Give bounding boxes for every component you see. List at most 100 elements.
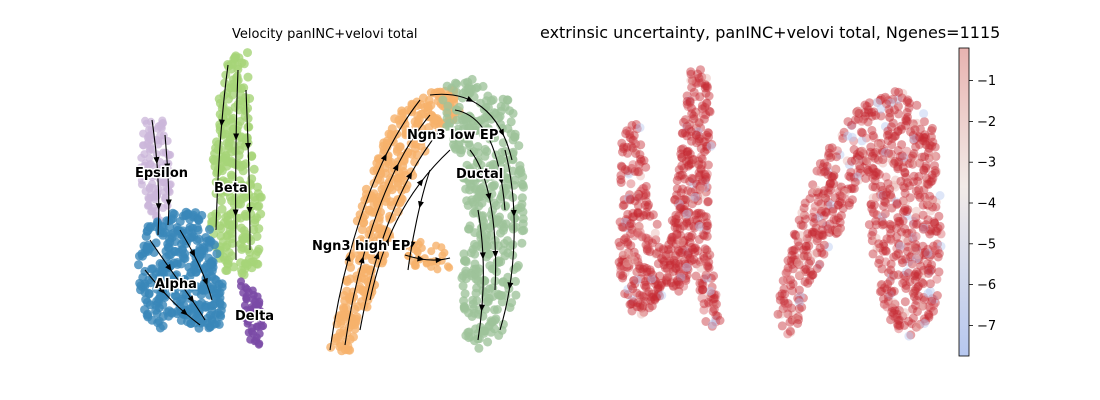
uncertainty-point — [707, 321, 717, 331]
uncertainty-point — [897, 227, 906, 237]
uncertainty-point — [638, 301, 648, 311]
uncertainty-point — [676, 273, 686, 283]
uncertainty-point — [651, 291, 661, 301]
uncertainty-point — [903, 112, 912, 122]
uncertainty-point — [646, 292, 656, 302]
cluster-point-alpha — [201, 302, 211, 312]
velocity-streamline — [407, 169, 431, 271]
uncertainty-point — [887, 286, 896, 296]
uncertainty-point — [893, 164, 903, 174]
uncertainty-point — [816, 208, 826, 218]
uncertainty-point — [625, 126, 635, 136]
uncertainty-point — [776, 309, 786, 319]
uncertainty-point — [809, 227, 819, 237]
uncertainty-point — [697, 285, 707, 295]
uncertainty-point — [699, 274, 709, 284]
uncertainty-point — [634, 229, 644, 239]
cluster-point-ngn3-low-ep — [508, 240, 518, 250]
uncertainty-point — [883, 126, 893, 136]
uncertainty-point — [831, 229, 841, 239]
uncertainty-point — [899, 183, 909, 193]
uncertainty-point — [648, 292, 658, 302]
uncertainty-point — [691, 191, 701, 201]
cluster-point-ngn3-high-ep — [414, 240, 423, 249]
cluster-point-ngn3-high-ep — [433, 265, 442, 274]
uncertainty-point — [883, 296, 893, 306]
uncertainty-point — [689, 255, 699, 264]
cluster-point-alpha — [152, 296, 161, 306]
uncertainty-point — [702, 83, 712, 93]
cluster-point-ngn3-low-ep — [495, 212, 504, 222]
uncertainty-point — [836, 182, 846, 192]
cluster-point-beta — [227, 196, 237, 206]
uncertainty-point — [636, 309, 646, 319]
uncertainty-point — [791, 314, 801, 324]
cluster-point-ngn3-low-ep — [498, 277, 508, 287]
uncertainty-point — [818, 230, 828, 240]
uncertainty-point — [919, 292, 929, 302]
uncertainty-point — [683, 250, 693, 260]
streamline-arrowhead — [233, 133, 240, 141]
uncertainty-point — [911, 284, 921, 294]
uncertainty-point — [844, 171, 854, 181]
uncertainty-point — [681, 273, 691, 283]
uncertainty-point — [929, 241, 939, 251]
uncertainty-point — [630, 166, 640, 176]
cluster-point-ngn3-low-ep — [465, 185, 475, 195]
cluster-point-epsilon — [142, 119, 151, 128]
uncertainty-point — [917, 271, 927, 281]
cluster-point-epsilon — [144, 137, 153, 146]
uncertainty-point — [686, 232, 696, 242]
cluster-point-epsilon — [145, 126, 153, 135]
cluster-point-alpha — [180, 276, 190, 286]
uncertainty-point — [862, 155, 872, 165]
velocity-streamline — [477, 209, 484, 341]
uncertainty-point — [876, 104, 886, 114]
uncertainty-point — [621, 223, 631, 233]
cluster-point-ngn3-low-ep — [507, 298, 517, 308]
uncertainty-point — [710, 298, 720, 308]
uncertainty-point — [665, 260, 675, 270]
streamline-arrowhead — [344, 254, 351, 262]
cluster-point-ngn3-low-ep — [472, 283, 482, 293]
uncertainty-point — [819, 192, 829, 202]
uncertainty-point — [696, 184, 706, 194]
uncertainty-point — [662, 276, 671, 286]
uncertainty-point — [623, 256, 633, 266]
uncertainty-point — [852, 149, 862, 159]
cluster-point-alpha — [200, 285, 210, 295]
uncertainty-point — [868, 193, 878, 203]
uncertainty-point — [898, 278, 908, 288]
uncertainty-point — [880, 209, 890, 219]
uncertainty-point — [693, 127, 703, 137]
uncertainty-point — [674, 165, 684, 175]
uncertainty-point — [886, 315, 896, 325]
uncertainty-point — [644, 236, 654, 246]
cluster-point-alpha — [171, 247, 181, 256]
uncertainty-point — [901, 116, 911, 125]
uncertainty-point — [870, 176, 880, 186]
uncertainty-point — [778, 276, 788, 286]
uncertainty-point — [684, 156, 694, 165]
uncertainty-point — [642, 289, 652, 299]
uncertainty-point — [710, 315, 720, 325]
uncertainty-point — [661, 251, 671, 261]
uncertainty-point — [888, 118, 898, 128]
cluster-point-alpha — [152, 308, 162, 318]
uncertainty-point — [884, 129, 894, 139]
uncertainty-point — [861, 133, 871, 143]
cluster-point-ngn3-high-ep — [347, 296, 357, 306]
uncertainty-point — [892, 224, 901, 233]
uncertainty-point — [639, 307, 649, 317]
uncertainty-point — [847, 184, 857, 194]
cluster-point-delta — [256, 314, 265, 323]
uncertainty-point — [926, 266, 935, 276]
uncertainty-point — [686, 103, 696, 113]
uncertainty-point — [875, 287, 885, 297]
uncertainty-point — [887, 140, 897, 150]
uncertainty-point — [697, 72, 707, 82]
uncertainty-point — [870, 153, 880, 163]
uncertainty-point — [826, 153, 836, 162]
uncertainty-point — [847, 195, 857, 205]
uncertainty-point — [908, 151, 918, 161]
